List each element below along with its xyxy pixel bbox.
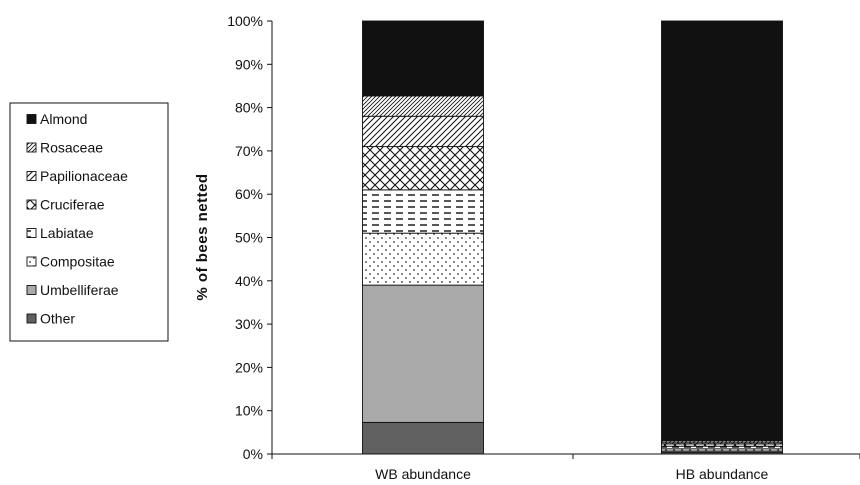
y-tick-label: 90%: [235, 56, 263, 72]
bar-segment-papilionaceae: [362, 115, 484, 148]
legend-label-labiatae: Labiatae: [40, 225, 94, 241]
plot-area: [362, 20, 783, 455]
legend-swatch-umbelliferae: [26, 285, 37, 295]
axes: 0% 10% 20% 30% 40% 50% 60% 70% 80% 90% 100% WB abun…: [227, 13, 860, 482]
legend-swatch-labiatae: [26, 228, 37, 238]
y-tick-label: 40%: [235, 273, 263, 289]
legend-swatch-papilionaceae: [26, 171, 37, 181]
legend: Almond Rosaceae Papilionaceae Cruciferae Lab…: [9, 102, 169, 342]
y-tick-label: 30%: [235, 316, 263, 332]
bar-segment-rosaceae: [362, 95, 484, 117]
y-tick-label: 70%: [235, 143, 263, 159]
bar-segment-other: [362, 421, 484, 455]
y-tick-label: 10%: [235, 403, 263, 419]
bar-segment-almond: [362, 20, 484, 97]
x-category-label: HB abundance: [676, 466, 769, 482]
bar-segment-almond: [661, 20, 783, 442]
y-tick-label: 80%: [235, 100, 263, 116]
y-tick-label: 0%: [243, 446, 263, 462]
legend-swatch-compositae: [26, 256, 37, 267]
legend-label-umbelliferae: Umbelliferae: [40, 282, 119, 298]
y-tick-label: 50%: [235, 230, 263, 246]
legend-swatch-almond: [26, 114, 37, 124]
legend-swatch-cruciferae: [26, 199, 37, 210]
legend-label-almond: Almond: [40, 111, 87, 127]
y-axis-title: % of bees netted: [194, 173, 211, 300]
bar-segment-labiatae: [362, 189, 484, 234]
legend-swatch-rosaceae: [26, 142, 37, 153]
y-tick-label: 20%: [235, 359, 263, 375]
legend-label-cruciferae: Cruciferae: [40, 197, 105, 213]
legend-label-rosaceae: Rosaceae: [40, 140, 103, 156]
legend-swatch-other: [26, 313, 37, 324]
y-tick-label: 60%: [235, 186, 263, 202]
legend-label-compositae: Compositae: [40, 254, 115, 270]
y-tick-label: 100%: [227, 13, 263, 29]
bar-segment-umbelliferae: [362, 284, 484, 423]
bar-segment-cruciferae: [362, 146, 484, 191]
x-category-label: WB abundance: [375, 466, 471, 482]
legend-label-other: Other: [40, 311, 75, 327]
bar-segment-compositae: [362, 232, 484, 286]
legend-label-papilionaceae: Papilionaceae: [40, 168, 128, 184]
